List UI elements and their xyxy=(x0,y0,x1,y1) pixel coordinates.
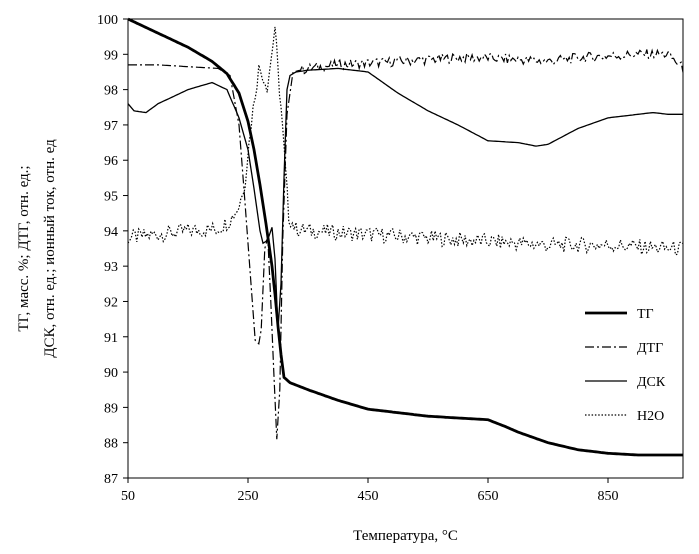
x-tick-label: 850 xyxy=(598,489,619,504)
legend: ТГ ДТГ ДСК H2O xyxy=(585,307,666,424)
plot-frame xyxy=(127,18,684,479)
y-tick-label: 90 xyxy=(104,366,118,381)
y-tick-label: 87 xyxy=(104,472,118,487)
x-axis-title: Температура, °C xyxy=(353,528,458,544)
y-tick-label: 89 xyxy=(104,401,118,416)
series-layer xyxy=(127,17,684,457)
series-line-0 xyxy=(127,17,683,457)
series-line-1 xyxy=(128,48,684,440)
x-tick-label: 250 xyxy=(238,489,259,504)
y-tick-label: 99 xyxy=(104,48,118,63)
legend-label: ТГ xyxy=(637,307,654,322)
y-tick-label: 91 xyxy=(104,331,118,346)
y-tick-label: 97 xyxy=(104,119,118,134)
y-axis-ticks: 87 88 89 90 91 92 93 94 95 96 97 98 99 100 xyxy=(97,13,128,487)
y-tick-label: 98 xyxy=(104,84,118,99)
x-axis-ticks: 50 250 450 650 850 xyxy=(121,478,619,504)
y-axis-title-line-1: ТГ, масс. %; ДТГ, отн. ед.; xyxy=(16,165,32,331)
y-tick-label: 88 xyxy=(104,437,118,452)
y-tick-label: 93 xyxy=(104,260,118,275)
y-tick-label: 100 xyxy=(97,13,118,28)
legend-label: ДТГ xyxy=(637,341,663,356)
plot-area xyxy=(127,18,684,479)
y-tick-label: 94 xyxy=(104,225,118,240)
series-line-3 xyxy=(127,26,684,257)
series-line-2 xyxy=(127,67,683,330)
x-tick-label: 450 xyxy=(358,489,379,504)
y-tick-label: 95 xyxy=(104,190,118,205)
y-axis-title-line-2: ДСК, отн. ед.; ионный ток, отн. ед xyxy=(42,139,58,358)
legend-label: H2O xyxy=(637,409,664,424)
y-tick-label: 92 xyxy=(104,295,118,310)
y-tick-label: 96 xyxy=(104,154,118,169)
x-tick-label: 650 xyxy=(478,489,499,504)
x-tick-label: 50 xyxy=(121,489,135,504)
legend-label: ДСК xyxy=(637,375,666,390)
